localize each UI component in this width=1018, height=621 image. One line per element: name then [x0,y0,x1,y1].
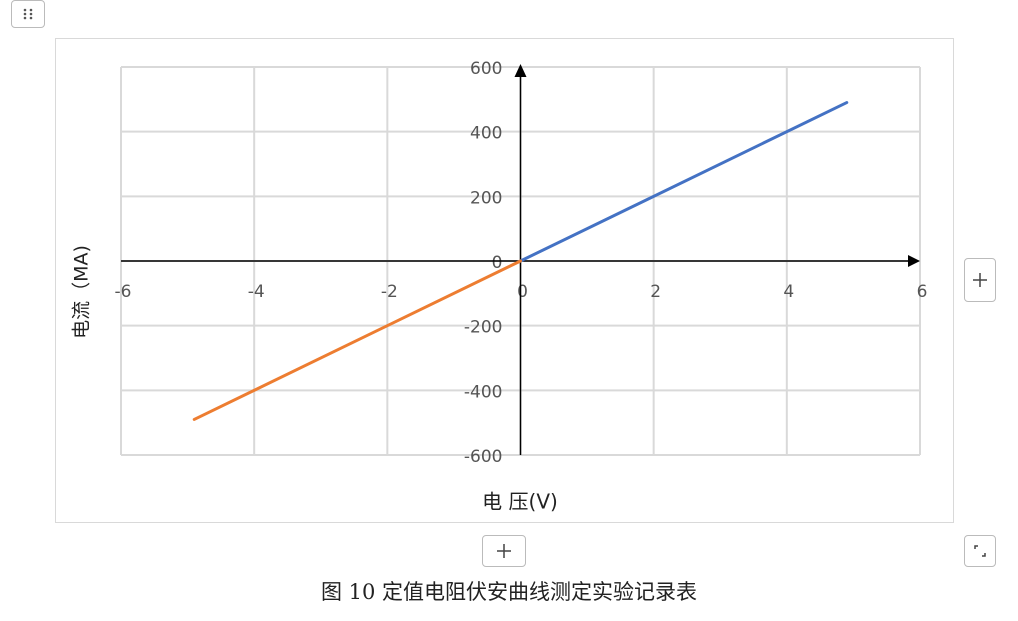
chart: 电流（MA) 电 压(V) -600 -400 -200 0 200 400 600 -6 -4… [55,38,954,523]
caption: 图 10 定值电阻伏安曲线测定实验记录表 [320,580,698,604]
add-row-button[interactable] [482,535,526,567]
x-tick-label: 6 [917,282,928,302]
y-tick-label: 400 [470,124,502,144]
series-line [192,259,522,421]
x-tick-label: -2 [381,282,398,302]
y-axis-arrow [514,64,527,77]
series-line [519,101,849,263]
y-tick-label: -400 [464,382,503,402]
x-tick-label: 4 [783,282,794,302]
y-tick-label: -600 [464,447,503,467]
x-tick-label: -4 [248,282,265,302]
x-axis-arrow [908,255,920,267]
y-axis-title: 电流（MA) [71,245,93,339]
x-tick-label: -6 [115,282,132,302]
y-tick-label: 200 [470,188,502,208]
x-tick-label: 0 [517,282,528,302]
drag-icon [23,8,33,20]
resize-button[interactable] [964,535,996,567]
add-column-button[interactable] [964,258,996,302]
drag-handle[interactable] [11,0,45,28]
x-axis-title: 电 压(V) [482,490,558,514]
x-tick-label: 2 [650,282,661,302]
plus-icon [973,273,987,287]
y-tick-label: 600 [470,59,502,79]
resize-icon [974,545,986,557]
y-tick-label: -200 [464,318,503,338]
plus-icon [497,544,511,558]
chart-frame [55,38,954,523]
y-tick-label: 0 [492,253,503,273]
